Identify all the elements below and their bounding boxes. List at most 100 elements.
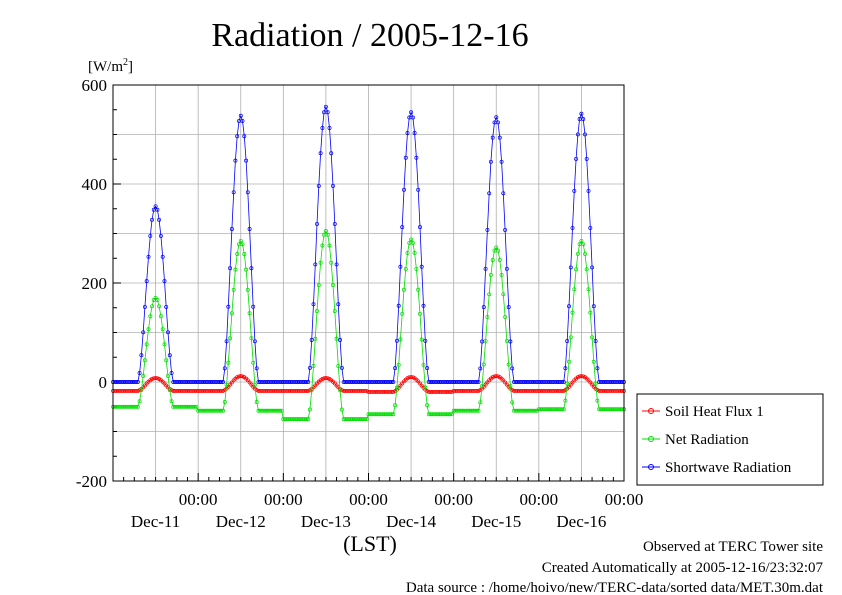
data-point <box>238 374 243 379</box>
data-point <box>123 404 128 409</box>
data-point <box>228 336 233 341</box>
data-point <box>551 388 555 393</box>
footer-observed: Observed at TERC Tower site <box>643 539 823 555</box>
data-point <box>345 380 350 384</box>
data-point <box>295 380 300 384</box>
data-point <box>185 380 190 384</box>
data-point <box>316 183 321 188</box>
legend-frame <box>636 393 824 486</box>
data-point <box>224 339 229 344</box>
data-point <box>123 380 128 384</box>
data-point <box>504 338 509 343</box>
data-point <box>260 388 264 393</box>
data-point <box>476 388 481 393</box>
data-point <box>460 388 465 393</box>
data-point <box>235 375 240 380</box>
data-point <box>501 191 506 196</box>
data-point <box>323 229 328 233</box>
data-point <box>504 266 509 271</box>
data-point <box>185 388 190 393</box>
data-point <box>332 221 337 226</box>
data-point <box>606 380 610 384</box>
data-point <box>274 380 279 384</box>
data-point <box>577 242 582 247</box>
data-point <box>400 311 405 316</box>
data-point <box>261 388 266 393</box>
data-point <box>158 233 163 238</box>
data-point <box>268 388 273 393</box>
data-point <box>281 388 286 393</box>
data-point <box>508 383 513 388</box>
data-point <box>245 190 250 195</box>
x-tick-time-label: 00:00 <box>264 490 303 509</box>
data-point <box>350 388 355 393</box>
data-point <box>338 388 343 393</box>
data-point <box>238 113 243 118</box>
data-point <box>481 305 486 310</box>
data-point <box>320 126 325 130</box>
data-point <box>252 382 257 387</box>
data-point <box>378 412 383 417</box>
data-point <box>398 337 403 342</box>
data-point <box>522 388 527 393</box>
data-point <box>515 388 520 393</box>
data-point <box>153 376 158 380</box>
data-point <box>515 408 520 413</box>
data-point <box>178 404 183 409</box>
y-tick-label: 200 <box>82 274 108 293</box>
data-point <box>192 404 197 409</box>
data-point <box>290 388 295 393</box>
legend-label: Soil Heat Flux 1 <box>665 404 764 420</box>
data-point <box>254 400 259 404</box>
data-point <box>607 407 612 412</box>
data-point <box>529 388 534 393</box>
data-point <box>336 364 341 368</box>
data-point <box>128 388 133 393</box>
data-point <box>496 248 500 253</box>
data-point <box>600 380 605 384</box>
x-tick-time-label: 00:00 <box>349 490 388 509</box>
data-point <box>322 110 327 115</box>
data-point <box>485 314 490 319</box>
data-point <box>297 388 302 393</box>
data-point <box>414 155 419 160</box>
data-point <box>277 408 282 413</box>
data-point <box>503 227 508 232</box>
data-point <box>267 388 272 393</box>
data-point <box>531 388 536 393</box>
data-point <box>377 380 382 384</box>
data-point <box>590 265 595 270</box>
data-point <box>614 388 619 393</box>
data-point <box>316 283 321 288</box>
data-point <box>478 400 483 405</box>
data-point <box>219 408 224 413</box>
data-point <box>150 377 154 381</box>
data-point <box>338 338 343 342</box>
data-point <box>247 311 252 316</box>
data-point <box>343 388 348 393</box>
data-point <box>329 260 334 265</box>
data-point <box>402 187 406 192</box>
data-point <box>242 134 247 139</box>
data-point <box>494 115 499 120</box>
data-point <box>274 388 279 393</box>
data-point <box>304 388 309 393</box>
data-point <box>378 389 383 394</box>
data-point <box>221 408 225 413</box>
data-point <box>137 371 142 375</box>
data-point <box>377 389 382 394</box>
data-point <box>506 305 511 310</box>
data-point <box>391 412 396 417</box>
data-point <box>169 371 174 375</box>
data-point <box>212 408 217 413</box>
data-point <box>343 417 348 422</box>
data-point <box>583 132 587 137</box>
data-point <box>327 126 332 130</box>
data-point <box>260 408 264 413</box>
data-point <box>449 412 454 417</box>
data-point <box>421 303 426 308</box>
y-tick-label: 400 <box>82 175 108 194</box>
data-point <box>357 380 362 384</box>
data-point <box>283 388 288 393</box>
